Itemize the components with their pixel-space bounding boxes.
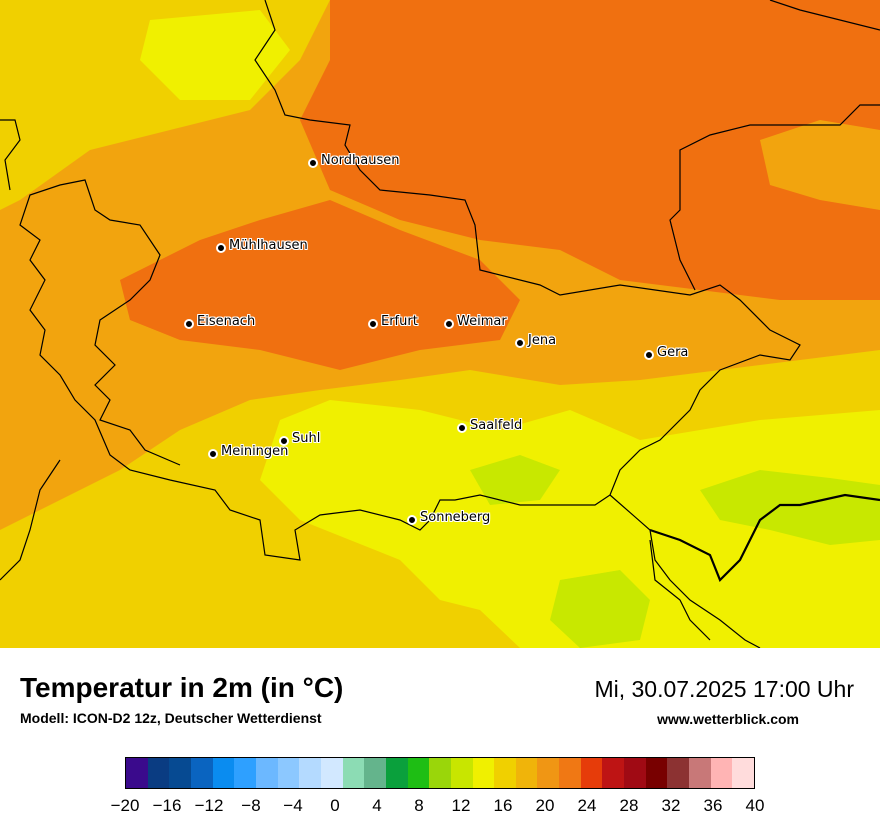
city-dot bbox=[457, 423, 467, 433]
color-scale-bar bbox=[125, 757, 755, 789]
legend-tick-label: 32 bbox=[661, 796, 681, 815]
city-label-eisenach: Eisenach bbox=[197, 314, 256, 329]
legend-swatch bbox=[472, 758, 495, 788]
city-label-muehlhausen: Mühlhausen bbox=[229, 238, 308, 253]
temp-zone-green-south bbox=[550, 570, 650, 648]
legend-swatch bbox=[494, 758, 516, 788]
city-label-sonneberg: Sonneberg bbox=[420, 510, 491, 525]
temperature-map: Nordhausen Mühlhausen Eisenach Erfurt We… bbox=[0, 0, 880, 648]
legend-tick-label: 16 bbox=[493, 796, 513, 815]
legend-swatch bbox=[277, 758, 300, 788]
legend-swatch bbox=[364, 758, 386, 788]
temp-zone-lime bbox=[260, 400, 880, 648]
city-dot bbox=[279, 436, 289, 446]
model-info: Modell: ICON-D2 12z, Deutscher Wetterdie… bbox=[20, 710, 322, 726]
city-label-suhl: Suhl bbox=[292, 431, 321, 446]
legend-swatch bbox=[624, 758, 646, 788]
legend-swatch bbox=[255, 758, 278, 788]
legend-swatch bbox=[559, 758, 581, 788]
legend-tick-label: 12 bbox=[451, 796, 471, 815]
legend-swatch bbox=[429, 758, 451, 788]
city-dot bbox=[644, 350, 654, 360]
legend-swatch bbox=[602, 758, 625, 788]
legend-swatch bbox=[732, 758, 755, 788]
temp-zone-green-mid bbox=[470, 455, 560, 505]
city-dot bbox=[184, 319, 194, 329]
city-dot bbox=[444, 319, 454, 329]
website-label: www.wetterblick.com bbox=[657, 711, 799, 727]
city-dot bbox=[368, 319, 378, 329]
city-dot bbox=[308, 158, 318, 168]
legend-tick-label: 0 bbox=[330, 796, 340, 815]
city-label-erfurt: Erfurt bbox=[381, 314, 418, 329]
legend-tick-label: −16 bbox=[152, 796, 182, 815]
legend-swatch bbox=[126, 758, 148, 788]
legend-swatch bbox=[580, 758, 603, 788]
city-dot bbox=[208, 449, 218, 459]
temp-zone-warm-central bbox=[120, 200, 520, 370]
city-dot bbox=[407, 515, 417, 525]
temp-zone-green-east bbox=[700, 470, 880, 545]
legend-swatch bbox=[342, 758, 365, 788]
legend-swatch bbox=[320, 758, 343, 788]
legend-swatch bbox=[667, 758, 690, 788]
legend-swatch bbox=[147, 758, 170, 788]
temp-zone-lime-nw bbox=[140, 10, 290, 100]
temp-zone-orange-east bbox=[760, 120, 880, 210]
legend-swatch bbox=[450, 758, 473, 788]
legend-swatch bbox=[385, 758, 408, 788]
city-label-gera: Gera bbox=[657, 345, 689, 360]
legend-swatch bbox=[537, 758, 560, 788]
city-dot bbox=[216, 243, 226, 253]
legend-tick-label: 36 bbox=[703, 796, 723, 815]
legend-swatch bbox=[169, 758, 191, 788]
legend-tick-label: 24 bbox=[577, 796, 597, 815]
legend-tick-label: −20 bbox=[110, 796, 140, 815]
legend-swatch bbox=[710, 758, 733, 788]
legend-tick-label: −8 bbox=[241, 796, 261, 815]
temperature-field bbox=[0, 0, 880, 648]
city-dot bbox=[515, 338, 525, 348]
legend-swatch bbox=[689, 758, 711, 788]
forecast-datetime: Mi, 30.07.2025 17:00 Uhr bbox=[594, 676, 854, 702]
map-title: Temperatur in 2m (in °C) bbox=[20, 672, 344, 703]
city-label-saalfeld: Saalfeld bbox=[470, 418, 523, 433]
city-label-jena: Jena bbox=[528, 333, 557, 348]
legend-tick-label: 28 bbox=[619, 796, 639, 815]
temp-zone-warm-east bbox=[300, 0, 880, 300]
legend-tick-label: −4 bbox=[283, 796, 303, 815]
city-label-weimar: Weimar bbox=[457, 314, 507, 329]
legend-tick-label: 40 bbox=[745, 796, 765, 815]
state-borders bbox=[0, 0, 880, 648]
city-label-meiningen: Meiningen bbox=[221, 444, 289, 459]
legend-swatch bbox=[407, 758, 430, 788]
legend-swatch bbox=[190, 758, 213, 788]
legend-swatch bbox=[299, 758, 321, 788]
legend-tick-label: −12 bbox=[194, 796, 224, 815]
legend-tick-label: 8 bbox=[414, 796, 424, 815]
legend-swatch bbox=[515, 758, 538, 788]
legend-tick-label: 20 bbox=[535, 796, 555, 815]
legend-swatch bbox=[234, 758, 256, 788]
legend-swatch bbox=[212, 758, 235, 788]
city-label-nordhausen: Nordhausen bbox=[321, 153, 400, 168]
color-scale-labels: −20 −16 −12 −8 −4 0 4 8 12 16 20 24 28 32 36 40 bbox=[111, 796, 765, 816]
legend-tick-label: 4 bbox=[372, 796, 382, 815]
legend-swatch bbox=[645, 758, 668, 788]
